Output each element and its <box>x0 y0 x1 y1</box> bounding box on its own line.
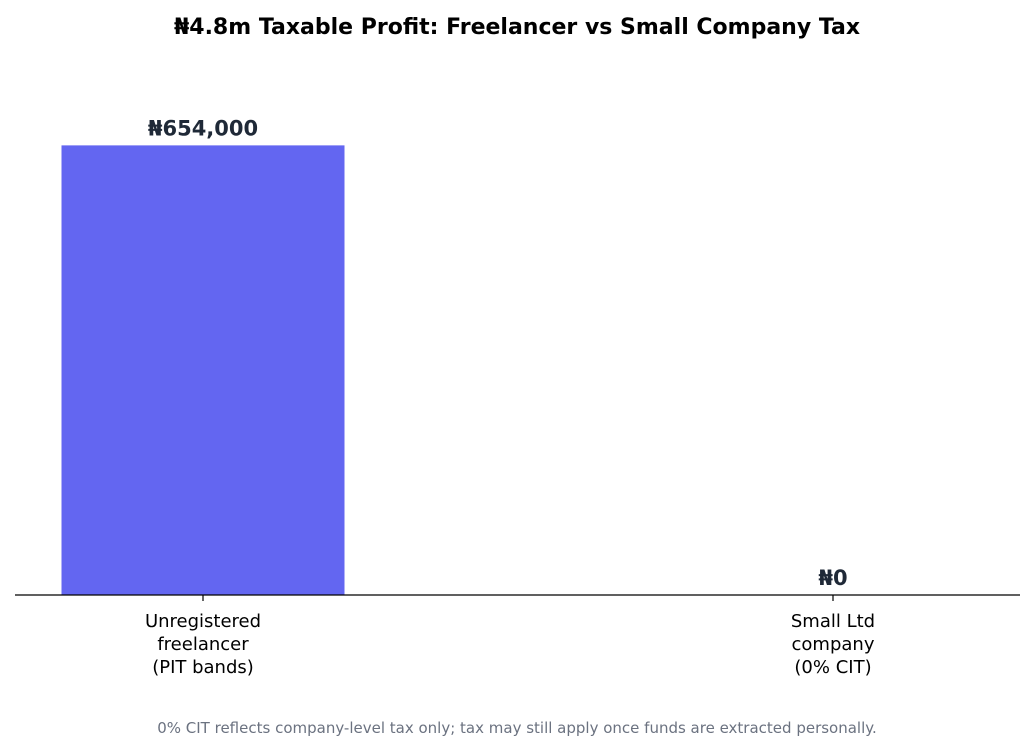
footnote: 0% CIT reflects company-level tax only; … <box>157 719 877 737</box>
x-tick-label-line: Unregistered <box>145 611 261 632</box>
x-axis-tick-labels: Unregistered freelancer (PIT bands) Small L… <box>145 611 875 678</box>
x-tick-label-1: Small Ltd company (0% CIT) <box>791 611 875 678</box>
value-label-0: ₦654,000 <box>148 116 258 140</box>
x-tick-label-line: company <box>792 634 875 655</box>
value-label-1: ₦0 <box>818 566 847 590</box>
bar-0 <box>61 145 345 595</box>
bars <box>61 145 345 595</box>
x-tick-label-0: Unregistered freelancer (PIT bands) <box>145 611 261 678</box>
value-labels: ₦654,000 ₦0 <box>148 116 848 590</box>
x-tick-label-line: (0% CIT) <box>794 657 871 678</box>
x-tick-label-line: Small Ltd <box>791 611 875 632</box>
x-axis-ticks <box>202 595 834 601</box>
chart-title: ₦4.8m Taxable Profit: Freelancer vs Smal… <box>174 15 860 40</box>
x-tick-label-line: freelancer <box>157 634 249 655</box>
x-tick-label-line: (PIT bands) <box>152 657 254 678</box>
